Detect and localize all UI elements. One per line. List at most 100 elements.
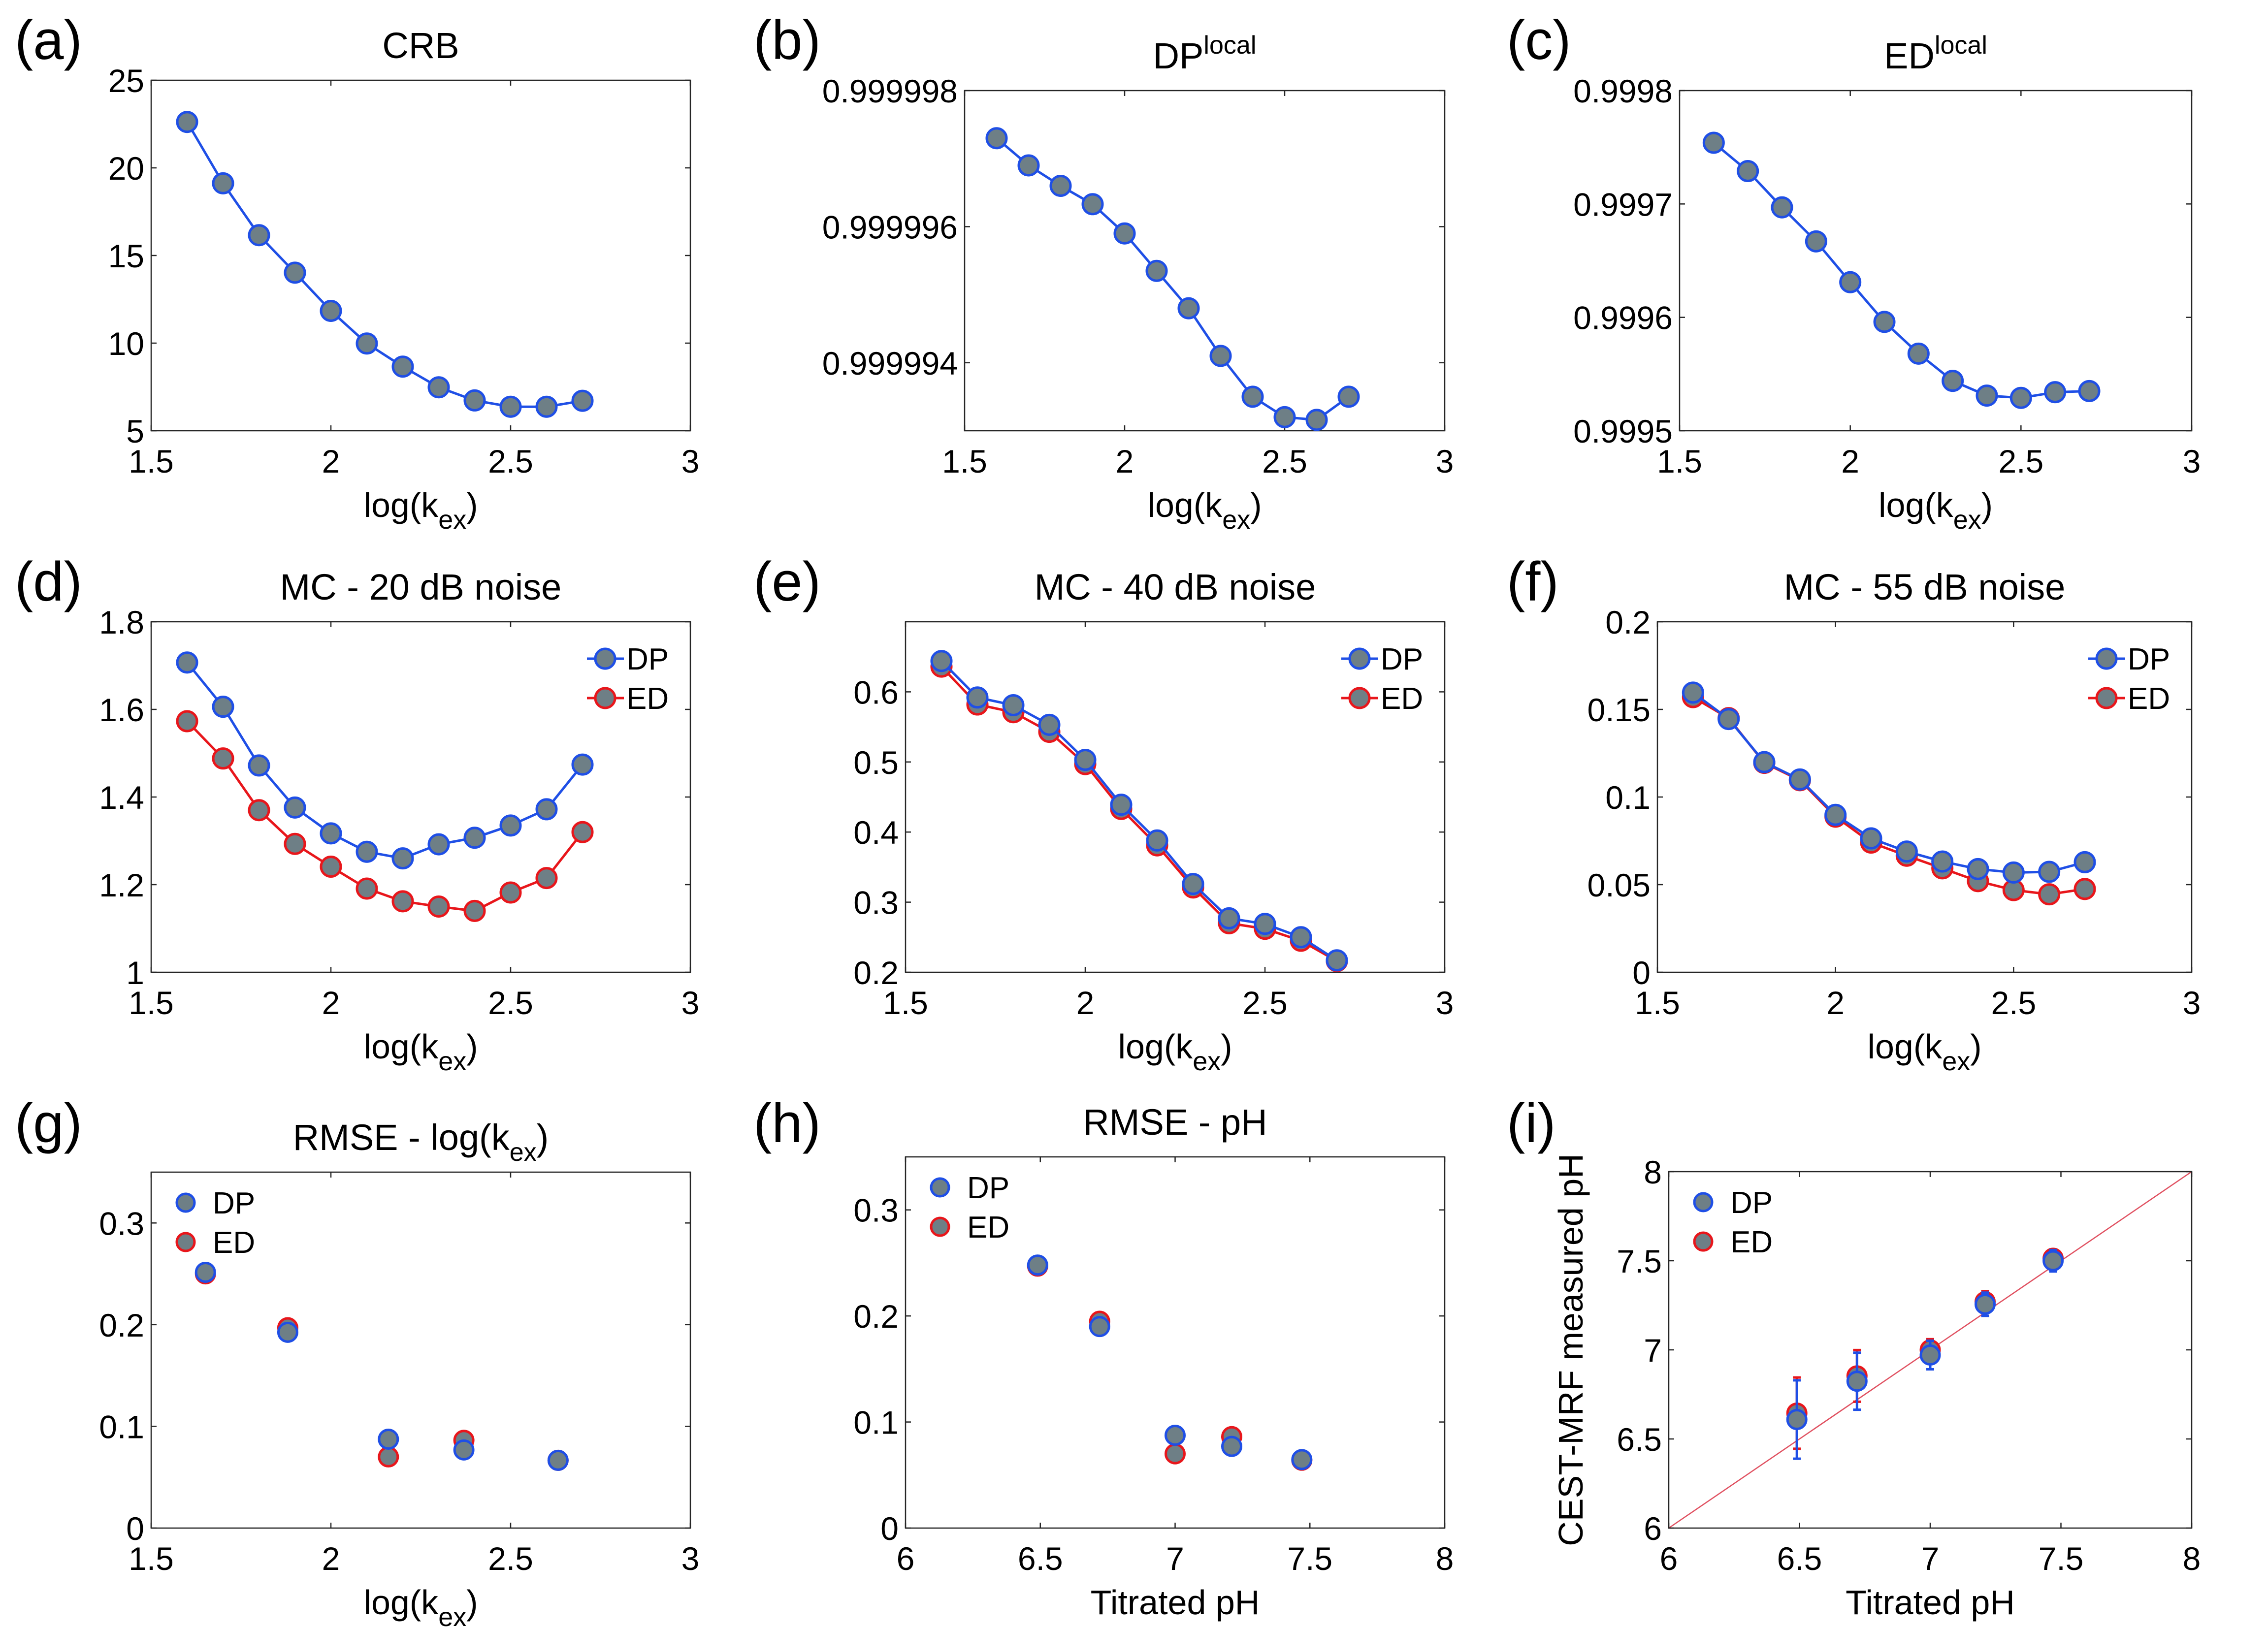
y-tick-label: 0.2 [99,1307,144,1343]
x-tick-label: 7.5 [2039,1540,2084,1577]
data-point [1038,713,1061,736]
x-tick-label: 2.5 [488,1540,533,1577]
data-point [1860,827,1882,850]
y-tick-label: 0.3 [853,885,899,921]
y-tick-label: 6 [1644,1510,1662,1547]
legend: DP ED [930,1171,1009,1245]
panel-i: (i) 6 6.5 7 7.5 8 6 6.5 7 7.5 8 Titrated pH CEST-MRF… [1507,1092,2201,1622]
panel-label: (d) [15,551,82,612]
legend-label: DP [1730,1186,1773,1220]
y-tick-label: 0.3 [99,1205,144,1242]
data-point [1326,949,1348,972]
data-point [1221,1436,1242,1457]
y-tick-label: 10 [108,325,144,362]
x-axis-label-main: log(k [1118,1027,1193,1066]
title-main: DP [1153,35,1204,76]
data-point [1788,768,1811,791]
panel-h: (h) RMSE - pH 6 6.5 7 7.5 8 0 0.1 0.2 0.3 Titrated … [753,1092,1454,1622]
data-point [499,395,522,418]
x-axis-label-main: Titrated pH [1091,1583,1260,1622]
data-point [284,796,306,819]
y-tick-label: 0 [880,1510,899,1547]
data-point [930,650,953,672]
x-tick-label: 2 [322,443,340,479]
x-tick-label: 3 [681,443,700,479]
y-tick-label: 6.5 [1617,1421,1662,1458]
x-tick-label: 7.5 [1287,1540,1332,1577]
data-point [2074,878,2096,900]
legend: DP ED [1341,642,1423,716]
y-tick-label: 1.6 [99,692,144,728]
data-point [1182,873,1204,895]
data-point [427,833,450,856]
data-point [453,1439,475,1461]
x-axis-label-end: ) [466,1583,478,1622]
x-tick-label: 7 [1921,1540,1940,1577]
x-tick-label: 2.5 [488,443,533,479]
series-dp [1027,1254,1313,1470]
x-axis-label-subscript: ex [1222,505,1250,535]
data-point [176,111,198,133]
x-axis-label-end: ) [466,1027,478,1066]
data-point [1975,1293,1996,1315]
x-tick-label: 7 [1166,1540,1184,1577]
y-tick-label: 1.2 [99,867,144,903]
data-point [1967,858,1989,880]
series-ed [930,655,1348,972]
data-point [547,1449,569,1471]
panel-label: (a) [15,9,82,71]
y-tick-label: 0.999998 [822,73,958,109]
data-point [284,832,306,855]
data-point [1291,1449,1313,1470]
y-tick-label: 0.1 [99,1408,144,1445]
x-axis-label: log(kex) [1867,1027,1981,1076]
x-axis-label-main: log(k [363,1027,439,1066]
x-tick-label: 8 [2183,1540,2201,1577]
y-tick-label: 1.4 [99,779,144,816]
x-axis-label-subscript: ex [438,505,466,535]
x-axis-label-main: log(k [363,486,439,524]
legend-marker [594,687,616,709]
x-axis-label-main: log(k [1147,486,1223,524]
y-tick-label: 0.4 [853,814,899,851]
x-tick-label: 3 [1436,443,1454,479]
data-point [1305,409,1328,431]
x-tick-label: 1.5 [883,985,928,1021]
x-tick-label: 2 [1076,985,1095,1021]
x-tick-label: 1.5 [942,443,987,479]
data-point [1002,694,1025,716]
panel-label: (h) [753,1092,821,1154]
y-tick-label: 0.9997 [1573,186,1673,223]
legend-marker [175,1192,196,1213]
panel-g: (g) RMSE - log(kex)1.5 2 2.5 300.10.20.3log(… [15,1092,699,1628]
data-point [1839,271,1862,293]
data-point [1017,154,1040,177]
axes-frame [905,621,1446,973]
data-point [2044,381,2067,404]
series-dp [930,650,1348,972]
data-point [1337,385,1360,408]
data-point [427,895,450,918]
legend-label: ED [213,1226,255,1260]
data-point [463,899,486,922]
x-axis-label-end: ) [466,486,478,524]
title-end: ) [537,1117,549,1158]
y-tick-label: 0.9998 [1573,73,1673,109]
data-point [1702,131,1725,154]
y-tick-label: 0.3 [853,1192,899,1229]
x-tick-label: 1.5 [1635,985,1680,1021]
x-axis-label-subscript: ex [1942,1047,1970,1076]
data-point [320,856,342,878]
data-point [535,395,558,418]
y-tick-label: 0.2 [853,1298,899,1335]
y-tick-label: 7.5 [1617,1243,1662,1279]
data-point [1027,1254,1048,1276]
series-line [186,720,583,912]
legend-label: DP [1381,642,1423,676]
chart-title: CRB [382,25,459,66]
data-point [1165,1443,1186,1465]
x-tick-label: 3 [2183,443,2201,479]
title-main: MC - 40 dB noise [1035,567,1316,607]
x-axis-label-end: ) [1970,1027,1981,1066]
data-point [2042,1250,2064,1272]
